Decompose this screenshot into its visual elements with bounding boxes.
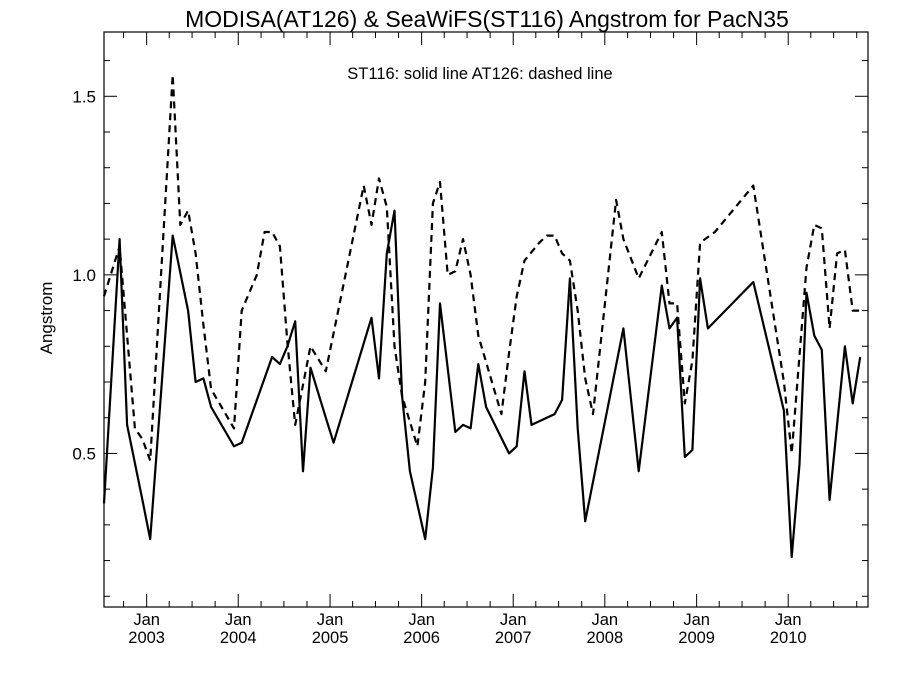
x-tick-year-label: 2003: [128, 629, 165, 647]
x-tick-year-label: 2004: [220, 629, 257, 647]
legend-annotation: ST116: solid line AT126: dashed line: [347, 65, 612, 83]
x-tick-year-label: 2007: [495, 629, 532, 647]
x-tick-year-label: 2005: [312, 629, 349, 647]
chart-title: MODISA(AT126) & SeaWiFS(ST116) Angstrom …: [185, 6, 789, 32]
x-tick-month-label: Jan: [408, 611, 435, 629]
series-line-st116-solid: [102, 209, 862, 559]
x-tick-year-label: 2010: [770, 629, 807, 647]
x-tick-year-label: 2009: [678, 629, 715, 647]
y-tick-label: 1.0: [72, 266, 96, 285]
y-tick-label: 0.5: [72, 444, 96, 463]
series-line-at126-dashed: [102, 73, 861, 462]
x-tick-month-label: Jan: [317, 611, 344, 629]
x-tick-month-label: Jan: [591, 611, 618, 629]
y-axis-label: Angstrom: [37, 282, 56, 355]
data-series: [102, 73, 862, 559]
x-tick-month-label: Jan: [683, 611, 710, 629]
axis-ticks: [104, 32, 868, 607]
axis-tick-labels: 0.51.01.5Jan2003Jan2004Jan2005Jan2006Jan…: [72, 87, 806, 647]
x-tick-year-label: 2006: [403, 629, 440, 647]
x-tick-month-label: Jan: [500, 611, 527, 629]
plot-frame: [103, 31, 869, 608]
x-tick-month-label: Jan: [775, 611, 802, 629]
x-tick-month-label: Jan: [133, 611, 160, 629]
y-tick-label: 1.5: [72, 87, 96, 106]
x-tick-year-label: 2008: [586, 629, 623, 647]
x-tick-month-label: Jan: [225, 611, 252, 629]
